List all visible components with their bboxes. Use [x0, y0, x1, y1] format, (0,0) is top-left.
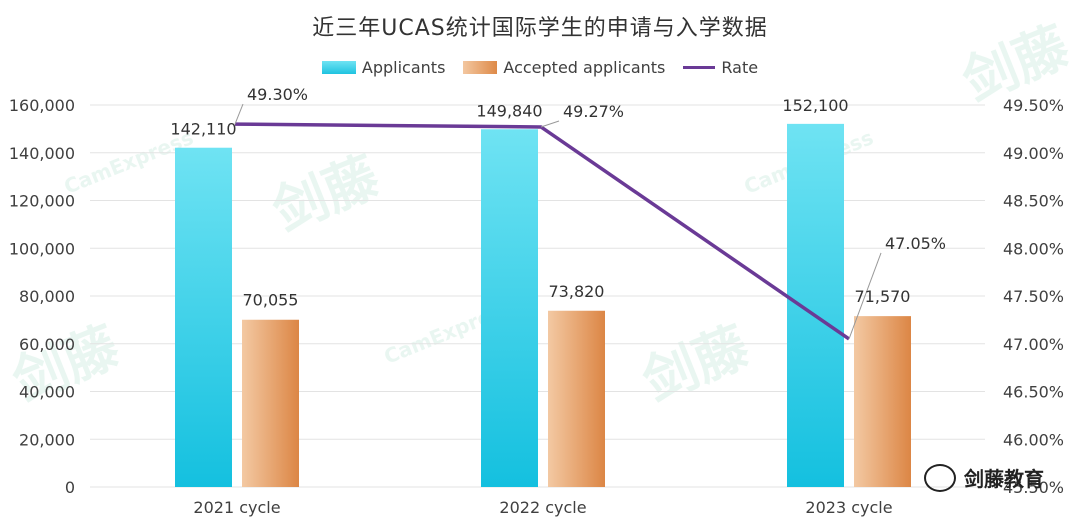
x-tick-label: 2022 cycle	[499, 498, 586, 517]
y-right-tick-label: 48.50%	[1003, 192, 1064, 211]
x-tick-label: 2023 cycle	[805, 498, 892, 517]
bar-accepted	[854, 316, 911, 487]
data-label-applicants: 152,100	[782, 96, 848, 115]
legend-label-applicants: Applicants	[361, 58, 446, 77]
y-left-tick-label: 0	[65, 478, 75, 497]
data-label-accepted: 70,055	[243, 291, 299, 310]
data-label-accepted: 73,820	[549, 282, 605, 301]
y-left-tick-label: 40,000	[19, 383, 75, 402]
bar-applicants	[481, 129, 538, 487]
y-right-tick-label: 46.00%	[1003, 430, 1064, 449]
brand-text: 剑藤教育	[964, 467, 1044, 491]
y-right-tick-label: 45.50%	[1003, 478, 1064, 497]
y-left-tick-label: 120,000	[9, 192, 75, 211]
x-tick-label: 2021 cycle	[193, 498, 280, 517]
bar-applicants	[175, 147, 232, 487]
bar-applicants	[787, 123, 844, 487]
y-right-tick-label: 49.50%	[1003, 96, 1064, 115]
y-right-tick-label: 46.50%	[1003, 383, 1064, 402]
data-label-applicants: 149,840	[476, 101, 542, 120]
rate-leader-line	[848, 252, 882, 340]
legend-label-rate: Rate	[721, 58, 759, 77]
legend-item-accepted: Accepted applicants	[463, 58, 665, 77]
y-left-tick-label: 100,000	[9, 239, 75, 258]
y-right-tick-label: 47.50%	[1003, 287, 1064, 306]
bar-accepted	[242, 319, 299, 487]
y-left-tick-label: 140,000	[9, 144, 75, 163]
legend-item-applicants: Applicants	[321, 58, 446, 77]
rate-line	[234, 122, 850, 341]
y-left-tick-label: 20,000	[19, 430, 75, 449]
bar-accepted	[548, 310, 605, 487]
y-left-tick-label: 60,000	[19, 335, 75, 354]
legend: Applicants Accepted applicants Rate	[0, 58, 1080, 77]
brand-badge: 剑藤教育	[924, 463, 1044, 492]
y-right-tick-label: 49.00%	[1003, 144, 1064, 163]
y-left-tick-label: 160,000	[9, 96, 75, 115]
data-label-rate: 49.27%	[563, 102, 624, 121]
y-right-tick-label: 48.00%	[1003, 239, 1064, 258]
data-label-applicants: 142,110	[170, 120, 236, 139]
y-right-tick-label: 47.00%	[1003, 335, 1064, 354]
rate-leader-line	[540, 120, 560, 128]
legend-swatch-applicants	[321, 61, 356, 74]
legend-item-rate: Rate	[683, 58, 758, 77]
chart-title: 近三年UCAS统计国际学生的申请与入学数据	[312, 16, 768, 41]
data-label-rate: 49.30%	[247, 85, 308, 104]
legend-label-accepted: Accepted applicants	[503, 58, 666, 77]
legend-swatch-accepted	[463, 61, 498, 74]
legend-swatch-rate	[683, 66, 716, 69]
y-left-tick-label: 80,000	[19, 287, 75, 306]
data-label-rate: 47.05%	[885, 234, 946, 253]
data-label-accepted: 71,570	[855, 287, 911, 306]
rate-leader-line	[234, 103, 244, 125]
wechat-icon	[924, 463, 956, 492]
